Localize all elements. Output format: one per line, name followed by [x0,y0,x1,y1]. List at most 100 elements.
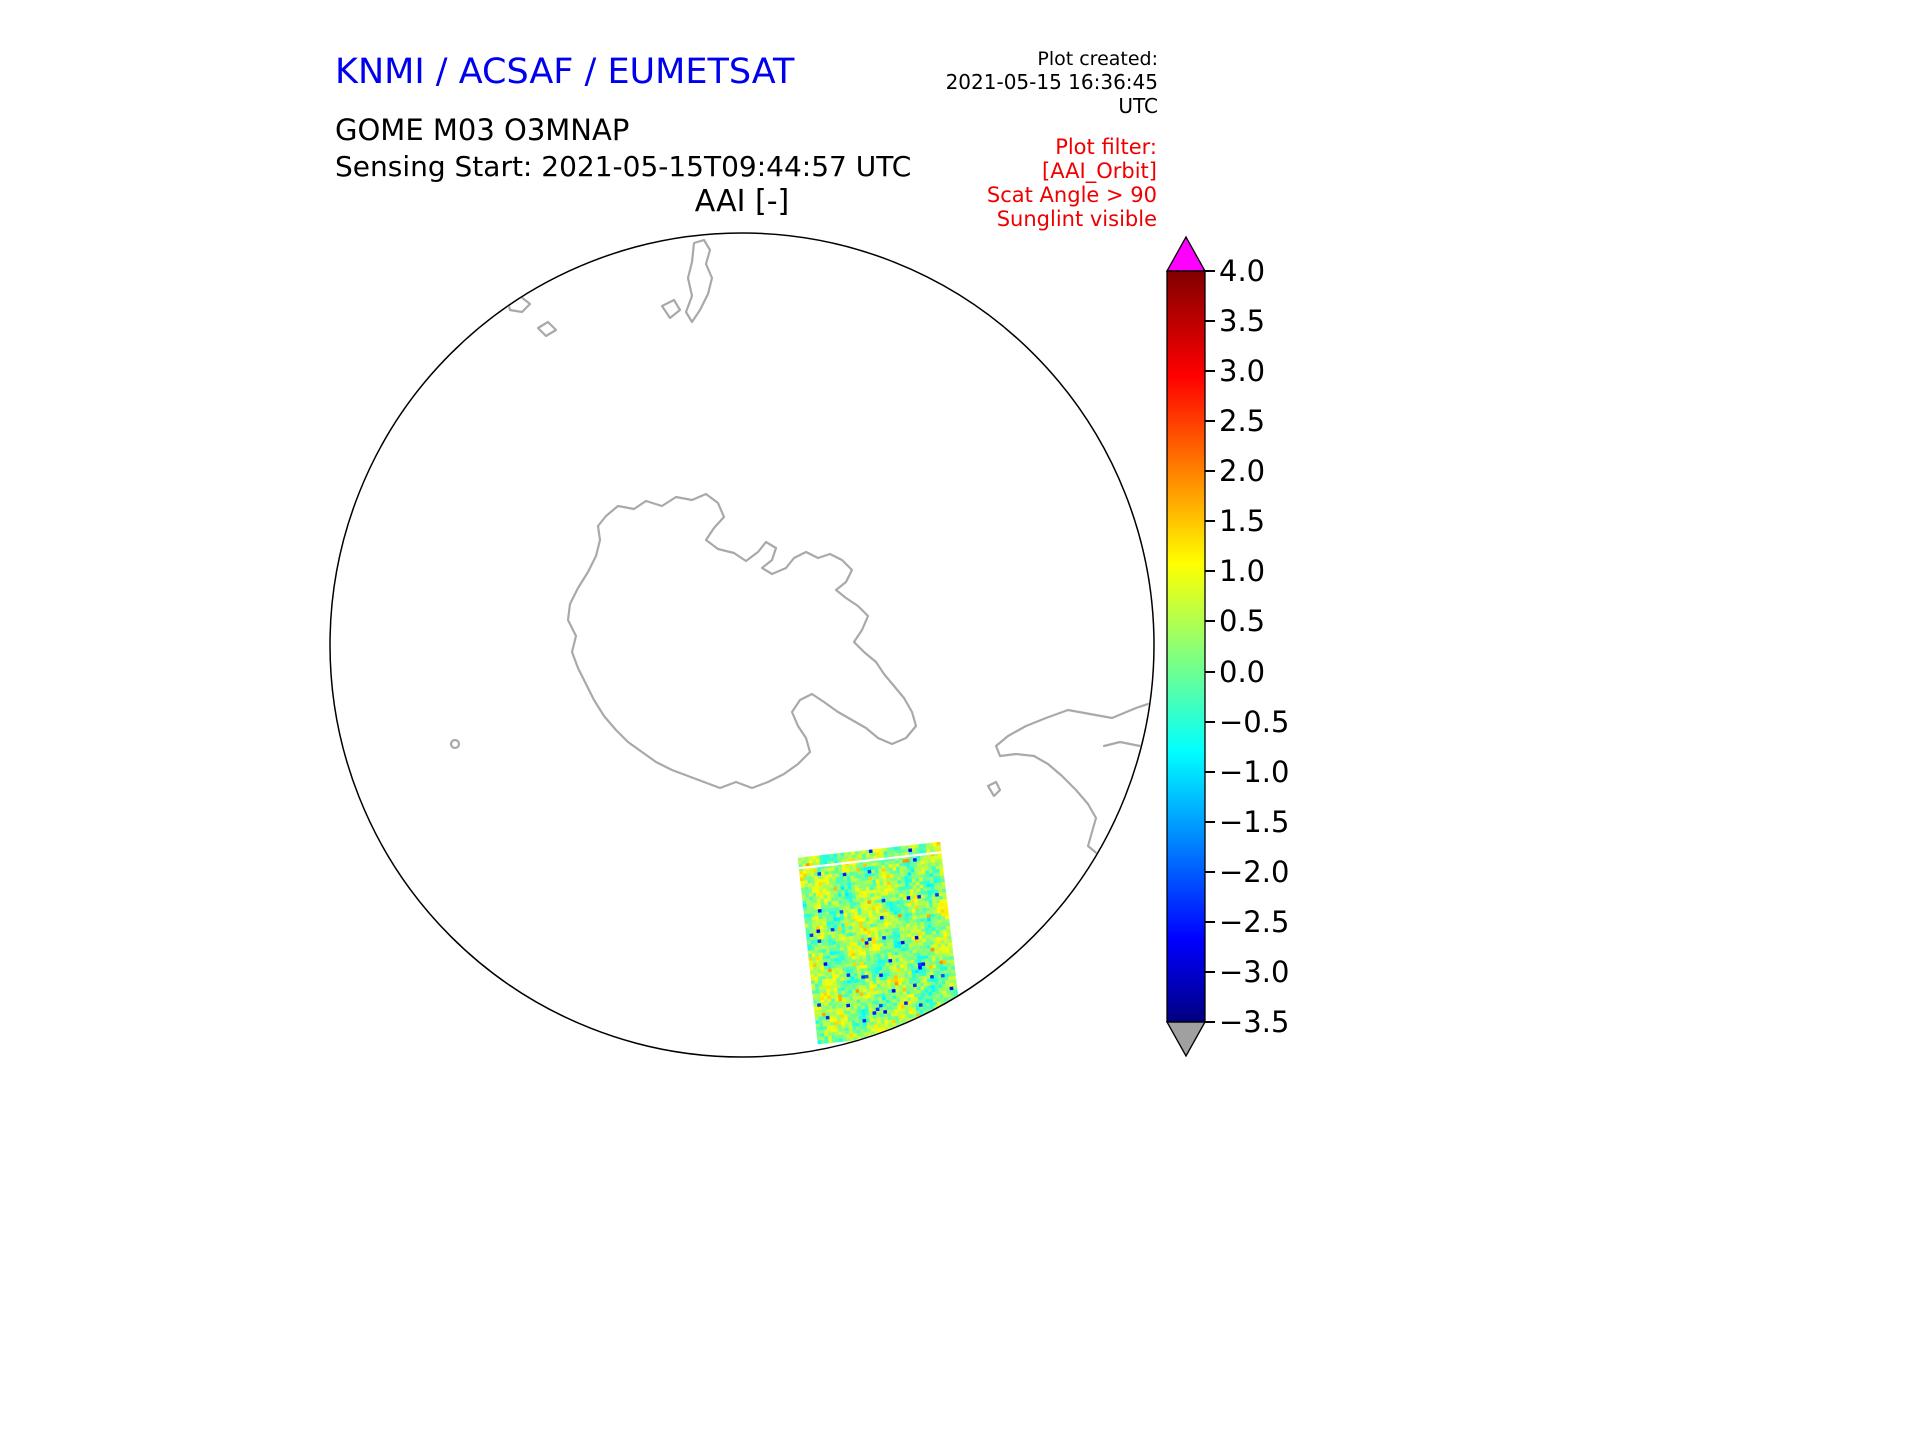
swath-cell [860,907,866,912]
swath-cell [899,933,905,939]
swath-cell [875,943,881,948]
swath-cell [832,1008,837,1013]
swath-cell [813,966,818,971]
swath-cell [832,877,837,882]
swath-cell [855,888,860,893]
swath-cell [824,871,829,876]
swath-cell [861,917,867,922]
swath-cell [818,881,823,887]
swath-cell [852,962,857,967]
swath-cell [838,1001,844,1006]
swath-cell [840,889,846,894]
swath-cell [918,904,923,910]
swath-cell [811,953,817,958]
swath-cell [820,938,826,944]
swath-cell [917,925,922,930]
swath-cell [945,1010,950,1015]
swath-cell [891,985,896,990]
swath-cell [827,995,832,1000]
swath-cell [875,939,880,945]
swath-gap-line [798,851,942,870]
swath-cell [887,887,892,893]
swath-cell [879,942,884,948]
swath-cell [900,971,906,976]
swath-cell [941,980,946,985]
swath-cell [814,1013,819,1018]
swath-cell [841,1027,846,1032]
swath-cell [862,924,868,929]
swath-cell [931,954,936,959]
swath-cell [860,938,866,943]
swath-cell [919,911,924,916]
swath-cell [932,869,937,874]
colorbar-tick-mark [1205,370,1215,373]
swath-cell [822,982,827,987]
swath-cell [856,1032,862,1038]
swath-cell [817,1006,822,1011]
swath-cell [844,986,849,992]
swath-cell [849,935,854,941]
swath-cell [892,928,897,933]
swath-cell [947,942,953,947]
swath-cell [894,917,899,922]
swath-cell [912,983,918,988]
swath-cell [874,929,879,935]
swath-cell [821,881,827,886]
colorbar-tick-mark [1205,670,1215,673]
swath-cell [955,1009,961,1014]
swath-cell [831,1001,836,1006]
swath-cell [852,928,857,934]
swath-cell [858,887,864,892]
swath-cell [817,908,823,914]
swath-cell [904,970,909,975]
swath-cell [912,949,918,954]
swath-cell [878,902,883,907]
swath-cell [914,1000,920,1005]
swath-cell [828,874,833,879]
swath-cell [950,1023,955,1028]
swath-cell [822,915,827,920]
swath-cell [940,973,946,978]
swath-cell [848,962,854,968]
swath-cell [932,933,937,939]
swath-cell [907,906,913,911]
swath-cell [848,996,854,1001]
swath-cell [904,977,910,982]
swath-cell [908,878,913,884]
swath-cell [919,887,925,892]
swath-cell [862,988,868,993]
swath-cell [861,944,866,949]
swath-cell [941,1014,947,1019]
swath-cell [873,892,879,898]
swath-cell [928,866,933,871]
swath-cell [931,859,936,864]
swath-cell [890,982,896,987]
swath-cell [870,997,876,1002]
swath-cell [889,941,895,946]
swath-cell [933,882,939,888]
swath-cell [809,963,814,968]
swath-cell [922,972,927,977]
swath-cell [934,1011,939,1016]
swath-cell [859,1022,864,1027]
swath-cell [872,943,877,948]
swath-cell [884,1023,890,1028]
swath-cell [894,914,899,919]
swath-cell [902,865,908,871]
swath-cell [828,938,833,943]
swath-cell [895,1018,900,1024]
swath-cell [827,961,832,967]
swath-cell [875,977,881,982]
swath-cell [817,871,822,877]
swath-cell [859,890,864,896]
swath-cell [822,952,827,957]
swath-cell [898,984,903,990]
swath-cell [956,1016,962,1021]
swath-cell [886,908,891,913]
swath-cell [823,962,828,967]
swath-cell [821,975,826,981]
swath-cell [914,932,919,937]
swath-cell [923,883,928,889]
swath-cell [837,927,843,932]
swath-cell [831,870,836,875]
